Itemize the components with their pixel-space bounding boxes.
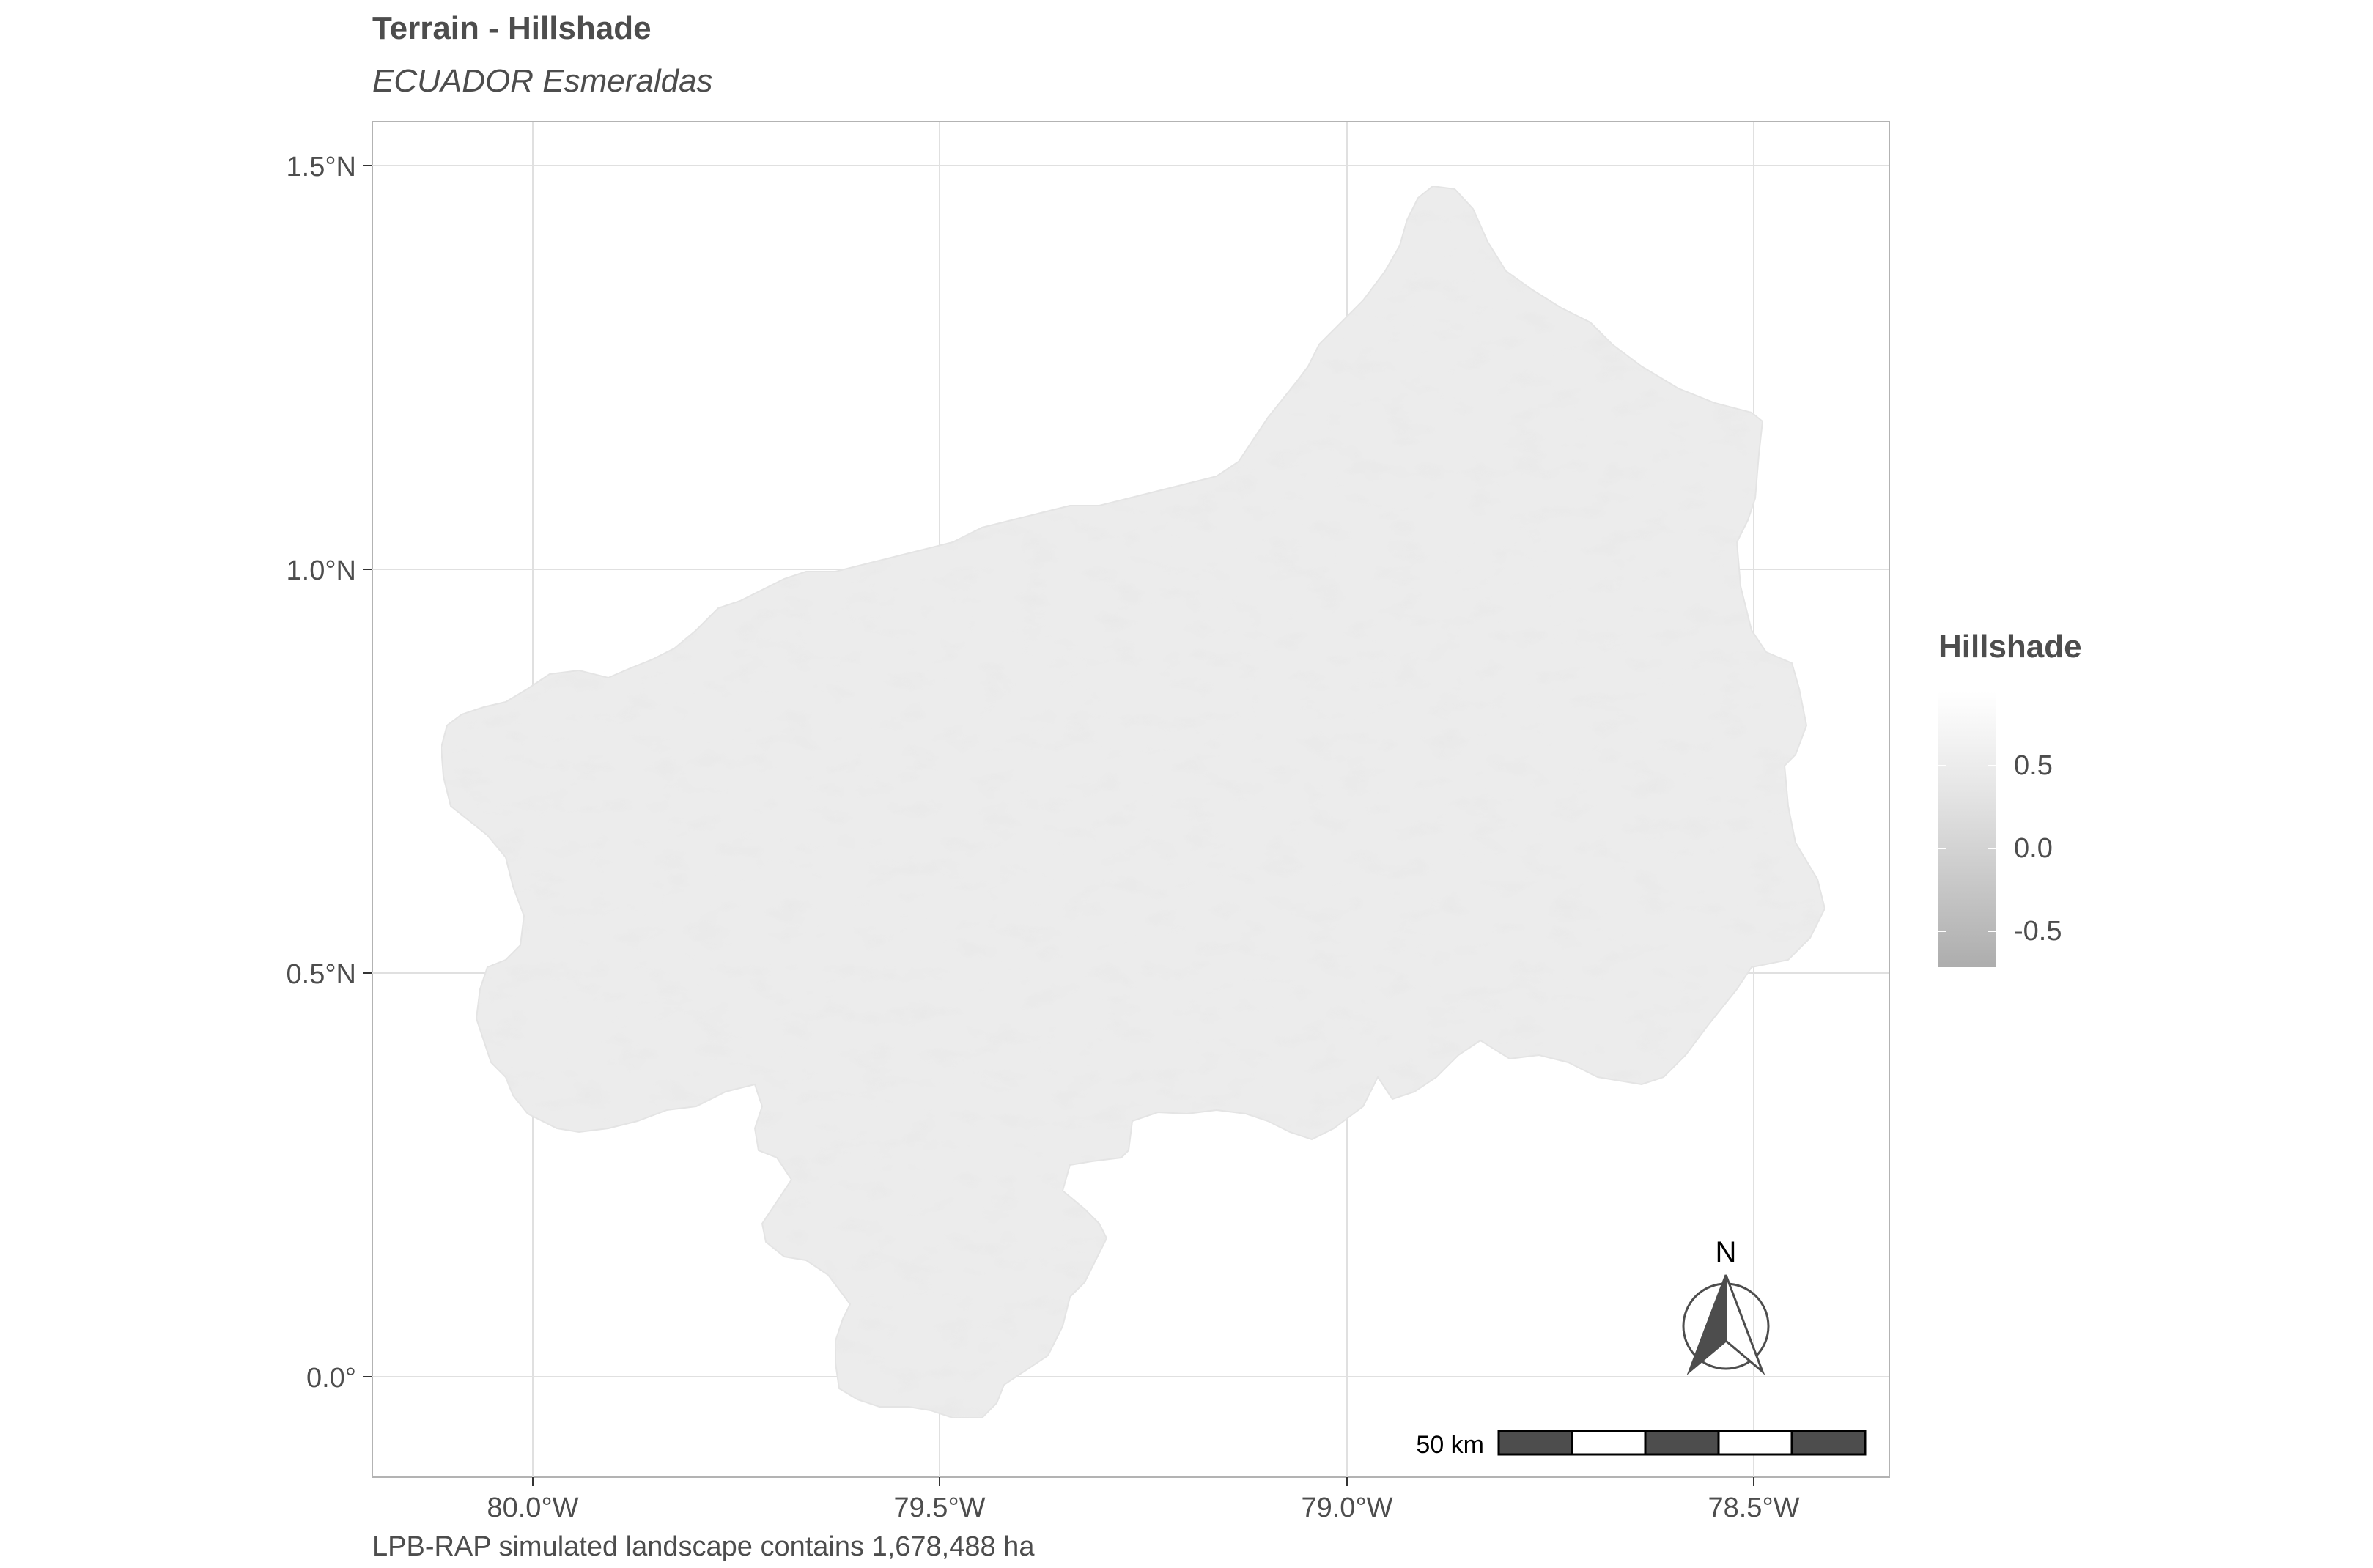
scale-bar-segment (1497, 1430, 1573, 1456)
legend-label: -0.5 (2014, 916, 2062, 947)
legend-title: Hillshade (1938, 629, 2082, 665)
x-tick-label: 79.0°W (1301, 1493, 1392, 1523)
legend-tick (1988, 848, 1996, 849)
scale-bar: 50 km (1416, 1430, 1867, 1459)
legend-tick (1938, 848, 1946, 849)
map-title: Terrain - Hillshade (372, 10, 652, 46)
y-tick-label: 1.5°N (287, 152, 356, 182)
axis-ticks (363, 165, 1754, 1486)
map-subtitle: ECUADOR Esmeraldas (372, 63, 713, 99)
y-tick-label: 0.0° (306, 1363, 356, 1394)
scale-bar-segment (1644, 1430, 1720, 1456)
scale-bar-label: 50 km (1416, 1431, 1484, 1459)
y-tick-label: 1.0°N (287, 555, 356, 586)
north-arrow: N (1682, 1236, 1770, 1375)
north-arrow-light-half (1724, 1274, 1765, 1375)
scale-bar-segment (1717, 1430, 1793, 1456)
legend-label: 0.0 (2014, 833, 2053, 864)
x-tick-label: 78.5°W (1708, 1493, 1799, 1523)
x-tick-label: 79.5°W (893, 1493, 985, 1523)
legend-label: 0.5 (2014, 750, 2053, 781)
legend-colorbar (1938, 692, 1996, 967)
x-tick-label: 80.0°W (487, 1493, 578, 1523)
north-arrow-label: N (1716, 1236, 1737, 1268)
legend-tick (1988, 931, 1996, 932)
scale-bar-segment (1571, 1430, 1647, 1456)
scale-bar-segment (1790, 1430, 1867, 1456)
map-caption: LPB-RAP simulated landscape contains 1,6… (372, 1531, 1035, 1562)
y-tick-label: 0.5°N (287, 959, 356, 990)
legend-tick (1988, 765, 1996, 766)
legend-tick (1938, 765, 1946, 766)
esmeraldas-province-hillshade (440, 185, 1826, 1419)
legend-tick (1938, 931, 1946, 932)
